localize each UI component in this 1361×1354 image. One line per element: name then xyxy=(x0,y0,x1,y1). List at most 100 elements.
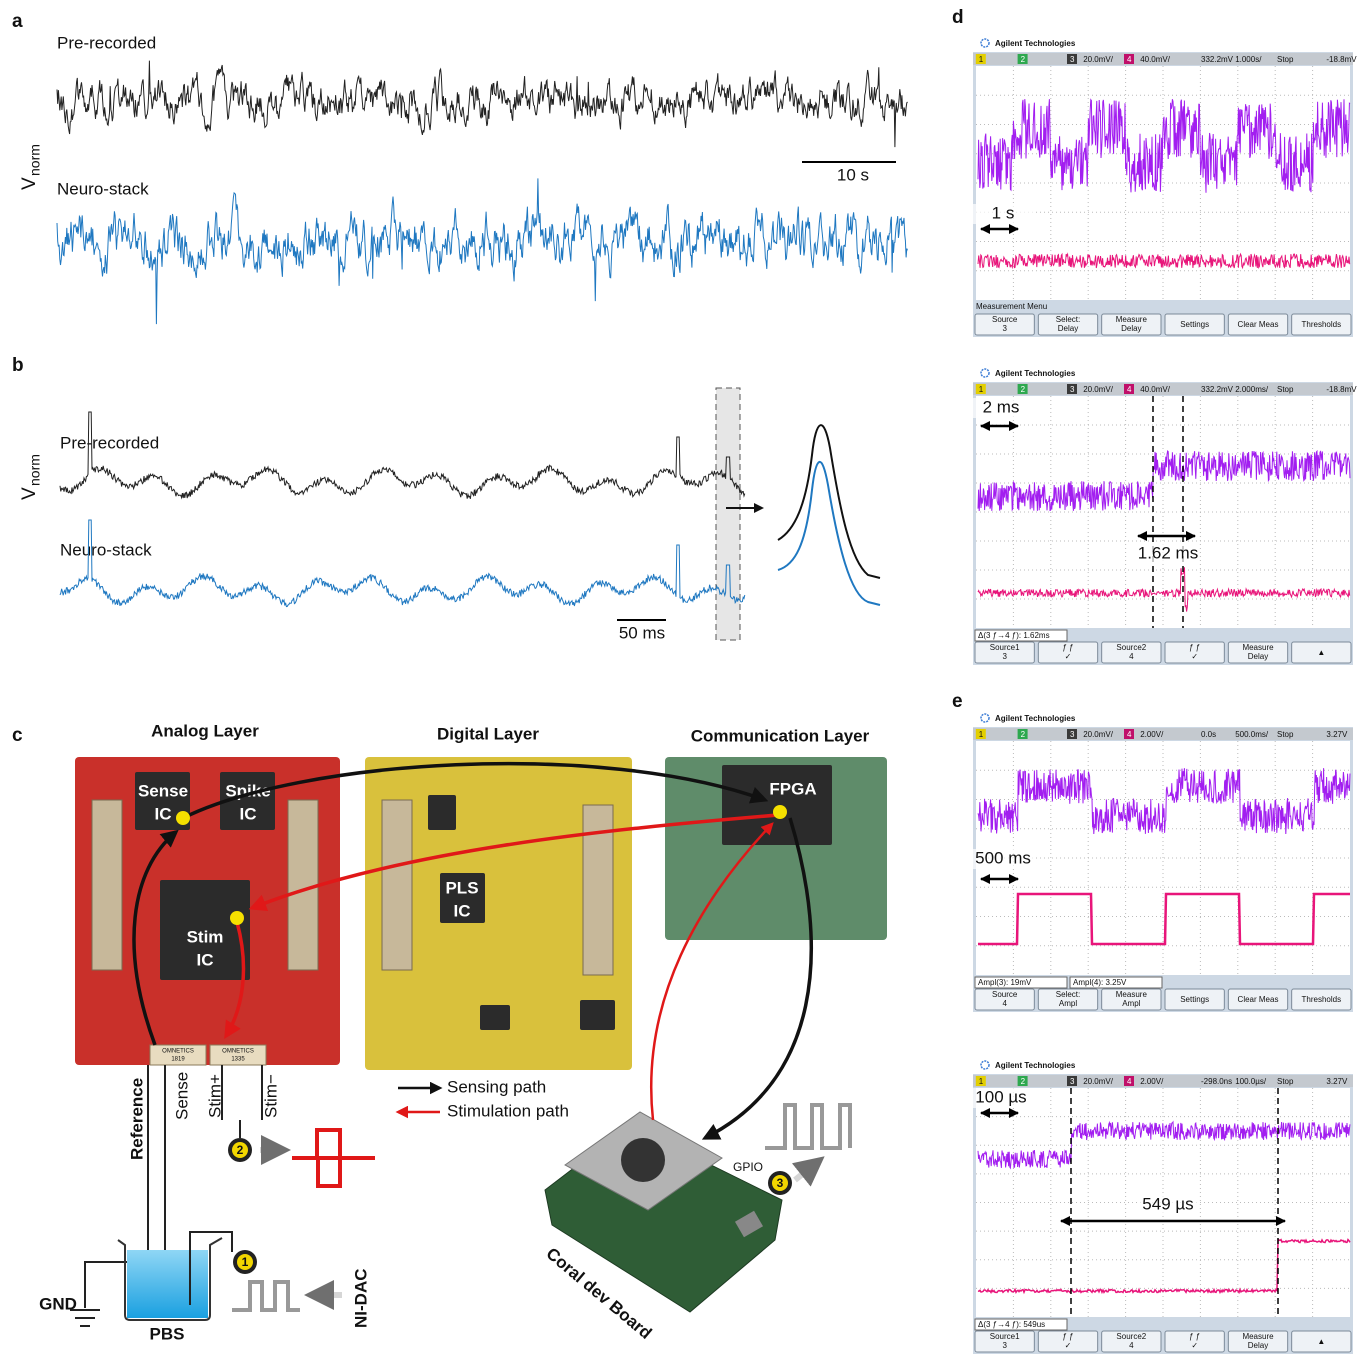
status-item: 2 xyxy=(1021,1077,1026,1086)
board-connector xyxy=(382,800,412,970)
status-item: 40.0mV/ xyxy=(1140,385,1171,394)
status-item: 3 xyxy=(1070,730,1075,739)
status-item: 2 xyxy=(1021,730,1026,739)
softkey-label: ✓ xyxy=(1065,652,1072,661)
softkey-label: ƒ ƒ xyxy=(1189,1332,1200,1341)
arrow xyxy=(795,1160,820,1180)
y-label-sub: norm xyxy=(27,454,43,486)
softkey-label: ✓ xyxy=(1191,1341,1198,1350)
measurement: Ampl(4): 3.25V xyxy=(1073,978,1127,987)
page: {"panels": { "a": {"label": "a", "y_labe… xyxy=(0,0,1361,1354)
softkey-label: Delay xyxy=(1121,324,1141,333)
softkey-label: ✓ xyxy=(1065,1341,1072,1350)
softkey-label: Delay xyxy=(1248,652,1268,661)
status-item: 4 xyxy=(1127,385,1132,394)
chip-label: FPGA xyxy=(769,779,816,798)
node-dot xyxy=(773,805,787,819)
wire-label: Reference xyxy=(127,1078,146,1160)
softkey-label: ▲ xyxy=(1317,648,1325,657)
gpio-label: GPIO xyxy=(733,1160,763,1174)
softkey-label: Source2 xyxy=(1116,1332,1146,1341)
trace xyxy=(60,520,745,607)
status-item: Stop xyxy=(1277,55,1294,64)
panel-label: e xyxy=(952,691,963,712)
connector-label: OMNETICS xyxy=(162,1049,194,1055)
status-item: 500.0ms/ xyxy=(1235,730,1269,739)
status-item: 4 xyxy=(1127,730,1132,739)
status-item: 20.0mV/ xyxy=(1083,1077,1114,1086)
softkey-label: ƒ ƒ xyxy=(1062,643,1073,652)
softkey-label: 3 xyxy=(1002,324,1007,333)
status-item: -298.0ns xyxy=(1201,1077,1232,1086)
chip xyxy=(722,765,832,845)
pulse-icon xyxy=(765,1105,850,1148)
trace-label: Neuro-stack xyxy=(57,179,149,198)
softkey-label: Source1 xyxy=(990,1332,1020,1341)
scope-brand: Agilent Technologies xyxy=(995,369,1076,378)
softkey-label: Source2 xyxy=(1116,643,1146,652)
status-item: 100.0µs/ xyxy=(1235,1077,1267,1086)
softkey-label: Measure xyxy=(1242,1332,1274,1341)
y-label: V xyxy=(19,487,40,500)
panel-label: d xyxy=(952,7,964,28)
scope-annotation: 2 ms xyxy=(983,397,1020,416)
status-item: 3.27V xyxy=(1326,730,1348,739)
ground-label: GND xyxy=(39,1294,77,1313)
scale-bar-label: 50 ms xyxy=(619,623,665,642)
connector-label: OMNETICS xyxy=(222,1049,254,1055)
softkey-label: Clear Meas xyxy=(1238,995,1279,1004)
chip-label: Sense xyxy=(138,781,188,800)
status-item: 4 xyxy=(1127,1077,1132,1086)
pulse-icon xyxy=(232,1282,300,1310)
connector-label: 1819 xyxy=(171,1057,185,1063)
legend-label: Stimulation path xyxy=(447,1101,569,1120)
softkey-label: Settings xyxy=(1180,320,1209,329)
status-item: 20.0mV/ xyxy=(1083,385,1114,394)
chip-label: IC xyxy=(197,950,214,969)
layer-title: Communication Layer xyxy=(691,726,870,745)
softkey-label: Source1 xyxy=(990,643,1020,652)
status-item: 2 xyxy=(1021,55,1026,64)
softkey-label: Source xyxy=(992,990,1018,999)
panel-label: b xyxy=(12,355,24,376)
node-dot xyxy=(176,811,190,825)
softkey-label: Ampl xyxy=(1059,999,1077,1008)
trace xyxy=(57,178,908,324)
scope-brand: Agilent Technologies xyxy=(995,1061,1076,1070)
step-number: 3 xyxy=(777,1176,784,1190)
chip xyxy=(428,795,456,830)
softkey-label: Delay xyxy=(1248,1341,1268,1350)
softkey-label: 4 xyxy=(1129,652,1134,661)
softkey-label: Thresholds xyxy=(1302,995,1342,1004)
status-item: 0.0s xyxy=(1201,730,1216,739)
panel-label: c xyxy=(12,725,23,746)
solution xyxy=(127,1250,208,1318)
trace xyxy=(57,61,908,148)
softkey-label: 4 xyxy=(1002,999,1007,1008)
chip-label: IC xyxy=(240,804,257,823)
softkey-label: 4 xyxy=(1129,1341,1134,1350)
measurement: Δ(3 ƒ→4 ƒ): 549us xyxy=(978,1320,1045,1329)
status-item: 3 xyxy=(1070,1077,1075,1086)
chip-label: IC xyxy=(155,804,172,823)
status-item: 1 xyxy=(979,385,984,394)
scope-annotation: 100 µs xyxy=(975,1087,1026,1106)
node-dot xyxy=(230,911,244,925)
scope-annotation: 549 µs xyxy=(1142,1194,1193,1213)
status-item: 3 xyxy=(1070,385,1075,394)
softkey-label: Ampl xyxy=(1122,999,1140,1008)
scope-annotation: 1.62 ms xyxy=(1138,543,1198,562)
status-item: 40.0mV/ xyxy=(1140,55,1171,64)
status-item: 1.000s/ xyxy=(1235,55,1262,64)
softkey-label: Settings xyxy=(1180,995,1209,1004)
stim-pulse-icon xyxy=(292,1130,375,1186)
board-connector xyxy=(288,800,318,970)
status-item: 3 xyxy=(1070,55,1075,64)
status-item: 332.2mV xyxy=(1201,55,1234,64)
layer-title: Digital Layer xyxy=(437,724,539,743)
scope-brand: Agilent Technologies xyxy=(995,714,1076,723)
scale-bar-label: 10 s xyxy=(837,165,869,184)
wire-label: Stim− xyxy=(261,1074,280,1118)
panel-label: a xyxy=(12,11,23,32)
softkey-label: Select: xyxy=(1056,990,1080,999)
